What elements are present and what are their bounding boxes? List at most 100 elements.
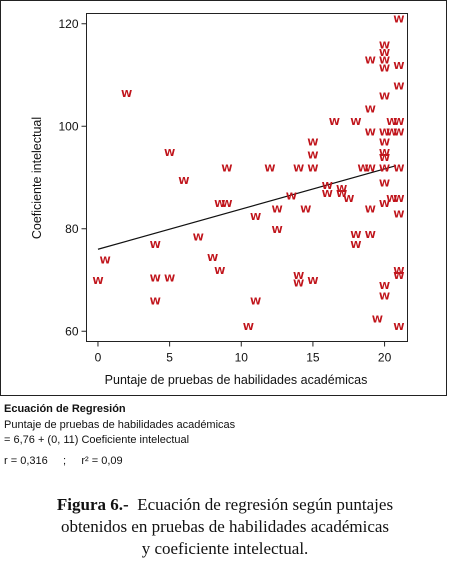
data-points: WWWWWWWWWWWWWWWWWWWWWWWWWWWWWWWWWWWWWWWW… [92,15,404,334]
data-point: W [393,15,404,26]
equation-title: Ecuación de Regresión [4,403,126,415]
x-tick-label: 15 [306,351,320,365]
data-point: W [343,194,354,205]
data-point: W [221,199,232,210]
data-point: W [379,291,390,302]
caption-line-2: obtenidos en pruebas de habilidades acad… [60,517,390,536]
data-point: W [393,127,404,138]
data-point: W [365,204,376,215]
data-point: W [193,232,204,243]
data-point: W [365,163,376,174]
x-tick-label: 10 [235,351,249,365]
y-tick-label: 80 [65,222,79,236]
plot-area [86,13,408,342]
x-tick-label: 5 [166,351,173,365]
data-point: W [250,212,261,223]
data-point: W [358,163,369,174]
data-point: W [286,191,297,202]
data-point: W [243,322,254,333]
figure-frame [0,0,447,396]
data-point: W [150,240,161,251]
data-point: W [121,89,132,100]
data-point: W [293,163,304,174]
caption-line-1: Figura 6.- Ecuación de regresión según p… [0,494,450,516]
data-point: W [379,92,390,103]
data-point: W [293,271,304,282]
data-point: W [379,138,390,149]
data-point: W [250,297,261,308]
data-point: W [379,48,390,59]
data-point: W [178,176,189,187]
data-point: W [336,184,347,195]
data-point: W [264,163,275,174]
data-point: W [350,230,361,241]
data-point: W [307,276,318,287]
data-point: W [379,163,390,174]
data-point: W [365,56,376,67]
y-tick-label: 120 [58,17,78,31]
caption-text-1: Ecuación de regresión según puntajes [128,495,394,514]
y-tick-label: 100 [58,119,78,133]
data-point: W [393,266,404,277]
x-tick-label: 0 [95,351,102,365]
data-point: W [307,163,318,174]
data-point: W [379,148,390,159]
data-point: W [272,204,283,215]
data-point: W [322,181,333,192]
data-point: W [393,117,404,128]
data-point: W [379,199,390,210]
data-point: W [221,163,232,174]
equation-line-1: Puntaje de pruebas de habilidades académ… [4,419,236,431]
data-point: W [164,148,175,159]
equation-stats: r = 0,316 ; r² = 0,09 [4,455,123,467]
data-point: W [207,253,218,264]
data-point: W [329,117,340,128]
data-point: W [393,209,404,220]
x-tick-label: 20 [378,351,392,365]
data-point: W [393,322,404,333]
data-point: W [293,279,304,290]
data-point: W [379,63,390,74]
data-point: W [350,240,361,251]
data-point: W [393,163,404,174]
data-point: W [307,150,318,161]
data-point: W [100,256,111,267]
data-point: W [365,104,376,115]
data-point: W [393,81,404,92]
data-point: W [379,153,390,164]
data-point: W [350,117,361,128]
y-tick-label: 60 [65,324,79,338]
data-point: W [150,273,161,284]
data-point: W [393,271,404,282]
data-point: W [372,314,383,325]
data-point: W [92,276,103,287]
y-axis-ticks: 60 80 100 120 [58,17,87,338]
data-point: W [214,266,225,277]
caption-line-3: y coeficiente intelectual. [141,539,309,558]
equation-line-2: = 6,76 + (0, 11) Coeficiente intelectual [4,434,190,446]
data-point: W [214,199,225,210]
data-point: W [379,127,390,138]
figure-caption: Figura 6.- Ecuación de regresión según p… [0,494,450,560]
data-point: W [322,189,333,200]
data-point: W [365,127,376,138]
data-point: W [379,281,390,292]
data-point: W [386,194,397,205]
data-point: W [336,189,347,200]
data-point: W [365,230,376,241]
caption-label: Figura 6.- [56,495,129,514]
data-point: W [379,56,390,67]
data-point: W [272,225,283,236]
data-point: W [386,127,397,138]
data-point: W [379,179,390,190]
data-point: W [300,204,311,215]
x-axis-ticks: 0 5 10 15 20 [95,341,392,365]
y-axis-title: Coeficiente intelectual [30,117,44,239]
data-point: W [164,273,175,284]
data-point: W [393,194,404,205]
data-point: W [379,40,390,51]
data-point: W [386,117,397,128]
x-axis-title: Puntaje de pruebas de habilidades académ… [105,373,368,387]
data-point: W [393,61,404,72]
